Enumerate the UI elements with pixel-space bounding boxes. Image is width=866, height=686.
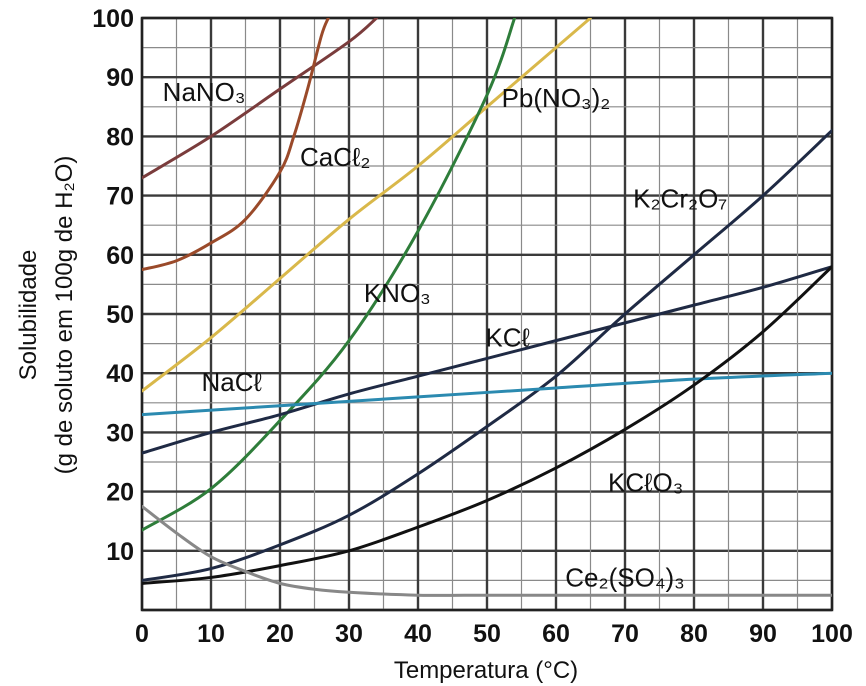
series-line	[142, 18, 517, 532]
x-tick-label: 100	[811, 620, 853, 648]
y-tick-label: 50	[106, 301, 134, 329]
grid	[140, 16, 834, 612]
solubility-curves	[142, 18, 832, 597]
x-tick-labels: 0 10 20 30 40 50 60 70 80 90 100	[135, 620, 853, 648]
series-label: CaCℓ₂	[300, 142, 371, 172]
series-line	[142, 504, 832, 597]
series-line	[142, 265, 832, 585]
series-label: KCℓ	[485, 323, 530, 353]
y-tick-labels: 10 20 30 40 50 60 70 80 90 100	[92, 5, 134, 566]
y-tick-label: 100	[92, 5, 134, 33]
series-label: K₂Cr₂O₇	[633, 183, 727, 213]
series-line	[142, 18, 379, 180]
series-line	[142, 371, 832, 417]
series-label: NaNO₃	[163, 77, 246, 107]
x-axis-title: Temperatura (°C)	[394, 657, 578, 684]
x-tick-label: 0	[135, 620, 149, 648]
x-tick-label: 70	[611, 620, 639, 648]
series-label: NaCℓ	[201, 367, 262, 397]
series-label: KCℓO₃	[608, 468, 683, 498]
x-tick-label: 20	[266, 620, 294, 648]
y-axis-title: Solubilidade	[15, 250, 42, 381]
series-label: Ce₂(SO₄)₃	[565, 562, 684, 592]
series-line	[142, 128, 832, 582]
y-tick-label: 70	[106, 183, 134, 211]
series-line	[142, 265, 832, 455]
series-line	[142, 18, 330, 272]
y-tick-label: 10	[106, 538, 134, 566]
y-tick-label: 30	[106, 419, 134, 447]
x-tick-label: 40	[404, 620, 432, 648]
x-tick-label: 80	[680, 620, 708, 648]
x-tick-label: 10	[197, 620, 225, 648]
y-tick-label: 40	[106, 360, 134, 388]
x-tick-label: 90	[749, 620, 777, 648]
y-tick-label: 20	[106, 479, 134, 507]
y-axis-subtitle: (g de soluto em 100g de H₂O)	[51, 156, 78, 475]
x-tick-label: 50	[473, 620, 501, 648]
y-tick-label: 80	[106, 123, 134, 151]
x-tick-label: 30	[335, 620, 363, 648]
y-tick-label: 60	[106, 242, 134, 270]
series-line	[142, 18, 592, 393]
series-labels: NaNO₃ CaCℓ₂ Pb(NO₃)₂ KNO₃ K₂Cr₂O₇ KCℓ NaCℓ KCℓO…	[163, 77, 728, 592]
y-tick-label: 90	[106, 64, 134, 92]
series-label: KNO₃	[364, 278, 431, 308]
plot-frame	[140, 16, 834, 612]
series-label: Pb(NO₃)₂	[502, 83, 611, 113]
x-tick-label: 60	[542, 620, 570, 648]
